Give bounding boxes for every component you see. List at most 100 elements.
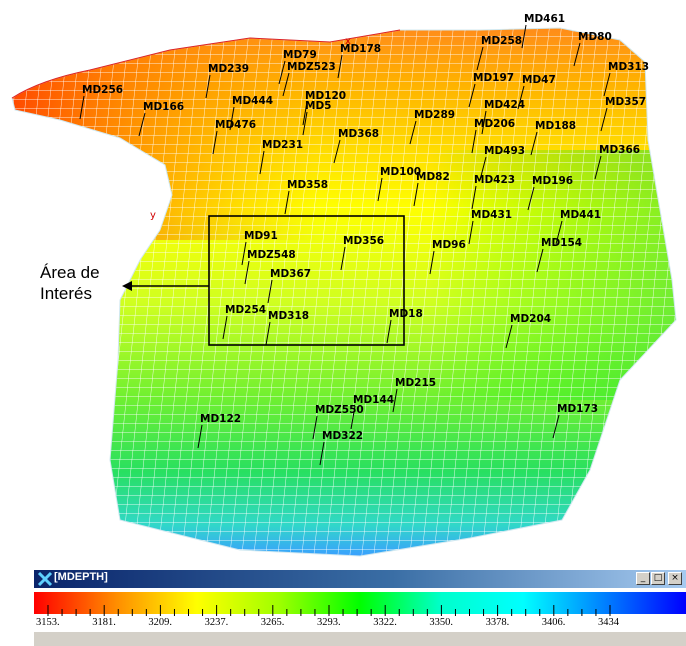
close-button[interactable]: × xyxy=(668,572,682,585)
well-label: MD358 xyxy=(287,179,328,191)
well-trajectory xyxy=(573,42,581,67)
well-label: MD431 xyxy=(471,209,512,221)
well-trajectory xyxy=(312,415,318,440)
well-label: MD357 xyxy=(605,96,646,108)
well-trajectory xyxy=(302,101,308,126)
tick-label: 3322. xyxy=(373,617,397,628)
well-trajectory xyxy=(552,414,560,439)
minimize-button[interactable]: _ xyxy=(636,572,650,585)
well-trajectory xyxy=(603,72,611,97)
well-label: MD444 xyxy=(232,95,273,107)
well-label: MD313 xyxy=(608,61,649,73)
well-trajectory xyxy=(386,319,392,344)
well-trajectory xyxy=(212,130,218,155)
markers: x y xyxy=(150,36,351,221)
well-trajectory xyxy=(471,185,477,210)
annotation-line-2: Interés xyxy=(40,284,92,303)
well-trajectory xyxy=(197,424,203,449)
well-label: MDZ548 xyxy=(247,249,296,261)
well-label: MD368 xyxy=(338,128,379,140)
well-trajectory xyxy=(282,72,290,97)
fault-line xyxy=(11,29,401,99)
well-trajectory xyxy=(138,112,146,137)
well-label: MD188 xyxy=(535,120,576,132)
well-label: MD476 xyxy=(215,119,256,131)
color-ramp xyxy=(34,592,686,614)
well-label: MD178 xyxy=(340,43,381,55)
well-trajectory xyxy=(555,220,563,245)
well-label: MD318 xyxy=(268,310,309,322)
well-trajectory xyxy=(429,250,435,275)
colorbar-titlebar[interactable]: [MDEPTH] _ □ × xyxy=(34,570,686,588)
maximize-button[interactable]: □ xyxy=(651,572,665,585)
well-label: MD120 xyxy=(305,90,346,102)
well-label: MD424 xyxy=(484,99,525,111)
well-trajectory xyxy=(333,139,341,164)
well-trajectory xyxy=(229,106,235,131)
well-label: MD461 xyxy=(524,13,565,25)
annotation-line-1: Área de xyxy=(40,263,100,282)
well-trajectory xyxy=(413,182,419,207)
well-label: MD82 xyxy=(416,171,450,183)
well-trajectory xyxy=(79,95,85,120)
well-label: MD206 xyxy=(474,118,515,130)
well-label: MD423 xyxy=(474,174,515,186)
colorbar-title: [MDEPTH] xyxy=(54,571,108,583)
well-label: MD173 xyxy=(557,403,598,415)
well-label: MD18 xyxy=(389,308,423,320)
well-label: MD5 xyxy=(305,100,331,112)
well-label: MD197 xyxy=(473,72,514,84)
well-trajectory xyxy=(476,46,484,71)
well-label: MD367 xyxy=(270,268,311,280)
well-label: MD166 xyxy=(143,101,184,113)
colorbar-scale: 3153. 3181. 3209. 3237. 3265. 3293. 3322. 3350.… xyxy=(34,588,686,632)
well-trajectory xyxy=(319,441,325,466)
tick-label: 3293. xyxy=(317,617,341,628)
x-app-icon xyxy=(37,571,53,587)
annotation-arrow xyxy=(122,281,209,291)
well-trajectory xyxy=(481,110,487,135)
well-trajectory xyxy=(302,111,308,136)
well-label: MD239 xyxy=(208,63,249,75)
well-label: MD154 xyxy=(541,237,582,249)
well-label: MD493 xyxy=(484,145,525,157)
well-trajectory xyxy=(479,156,487,181)
well-trajectory xyxy=(244,260,250,285)
well-label: MD258 xyxy=(481,35,522,47)
well-label: MD122 xyxy=(200,413,241,425)
well-trajectory xyxy=(530,131,538,156)
well-trajectory xyxy=(377,177,383,202)
well-trajectory xyxy=(265,321,271,346)
well-trajectory xyxy=(536,248,544,273)
well-label: MD256 xyxy=(82,84,123,96)
well-trajectory xyxy=(409,120,417,145)
well-trajectory xyxy=(600,107,608,132)
tick-label: 3237. xyxy=(204,617,229,628)
tick-label: 3265. xyxy=(260,617,285,628)
well-trajectory xyxy=(241,241,247,266)
well-label: MDZ550 xyxy=(315,404,364,416)
y-marker: y xyxy=(150,210,156,221)
colorbar-ticks xyxy=(47,605,611,616)
area-of-interest-label: Área de Interés xyxy=(40,262,128,304)
well-trajectory xyxy=(521,24,527,49)
well-label: MD366 xyxy=(599,144,640,156)
tick-label: 3434 xyxy=(598,617,619,628)
well-label: MD100 xyxy=(380,166,421,178)
well-label: MD96 xyxy=(432,239,466,251)
well-trajectory xyxy=(517,85,525,110)
well-label: MD215 xyxy=(395,377,436,389)
well-trajectory xyxy=(594,155,602,180)
well-label: MD47 xyxy=(522,74,556,86)
colorbar-window: [MDEPTH] _ □ × 3153. 3181. 3209. 3237. 3265.… xyxy=(34,570,686,646)
well-trajectory xyxy=(392,388,398,413)
well-label: MD91 xyxy=(244,230,278,242)
x-marker: x xyxy=(345,36,351,47)
tick-label: 3406. xyxy=(541,617,566,628)
well-label: MD254 xyxy=(225,304,266,316)
well-label: MD441 xyxy=(560,209,601,221)
well-trajectory xyxy=(350,405,356,430)
well-trajectory xyxy=(259,150,265,175)
